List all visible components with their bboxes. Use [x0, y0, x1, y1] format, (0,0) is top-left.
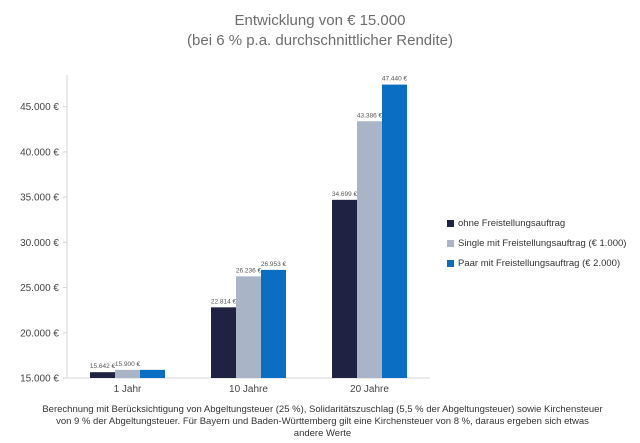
bar	[115, 369, 140, 378]
bar	[236, 276, 261, 378]
bar	[357, 121, 382, 379]
data-label: 43.386 €	[357, 112, 383, 119]
data-label: 26.236 €	[236, 267, 262, 274]
y-tick-label: 40.000 €	[20, 147, 59, 158]
y-tick-label: 30.000 €	[20, 238, 59, 249]
footnote: Berechnung mit Berücksichtigung von Abge…	[42, 404, 603, 439]
data-label: 15.642 €	[90, 363, 116, 370]
bar	[90, 372, 115, 378]
legend-label: Single mit Freistellungsauftrag (€ 1.000…	[458, 237, 627, 249]
chart-subtitle: (bei 6 % p.a. durchschnittlicher Rendite…	[187, 32, 453, 49]
y-tick-label: 20.000 €	[20, 328, 59, 339]
x-tick-label: 1 Jahr	[114, 384, 142, 395]
bar	[332, 199, 357, 378]
legend: ohne Freistellungsauftrag Single mit Frei…	[447, 213, 626, 273]
chart-title: Entwicklung von € 15.000	[234, 12, 406, 29]
legend-swatch	[447, 219, 454, 227]
x-tick-label: 10 Jahre	[229, 384, 268, 395]
data-label: 15.900 €	[115, 361, 141, 368]
x-tick-label: 20 Jahre	[350, 384, 389, 395]
bar-chart: 15.000 € 20.000 € 25.000 € 30.000 € 35.000 €…	[20, 75, 430, 395]
data-label: 47.440 €	[382, 76, 408, 83]
y-tick-label: 35.000 €	[20, 193, 59, 204]
y-tick-label: 45.000 €	[20, 102, 59, 113]
data-label: 22.814 €	[211, 298, 237, 305]
legend-swatch	[447, 259, 454, 267]
data-label: 26.953 €	[261, 261, 287, 268]
legend-label: ohne Freistellungsauftrag	[458, 217, 566, 229]
legend-swatch	[447, 239, 454, 247]
bar	[382, 84, 407, 378]
legend-item: ohne Freistellungsauftrag	[447, 213, 626, 233]
legend-label: Paar mit Freistellungsauftrag (€ 2.000)	[458, 257, 621, 269]
bar	[211, 307, 236, 378]
bar	[140, 369, 165, 378]
bar	[261, 269, 286, 378]
y-tick-label: 25.000 €	[20, 283, 59, 294]
legend-item: Paar mit Freistellungsauftrag (€ 2.000)	[447, 253, 626, 273]
data-label: 34.699 €	[332, 191, 358, 198]
y-tick-label: 15.000 €	[20, 374, 59, 385]
legend-item: Single mit Freistellungsauftrag (€ 1.000…	[447, 233, 626, 253]
